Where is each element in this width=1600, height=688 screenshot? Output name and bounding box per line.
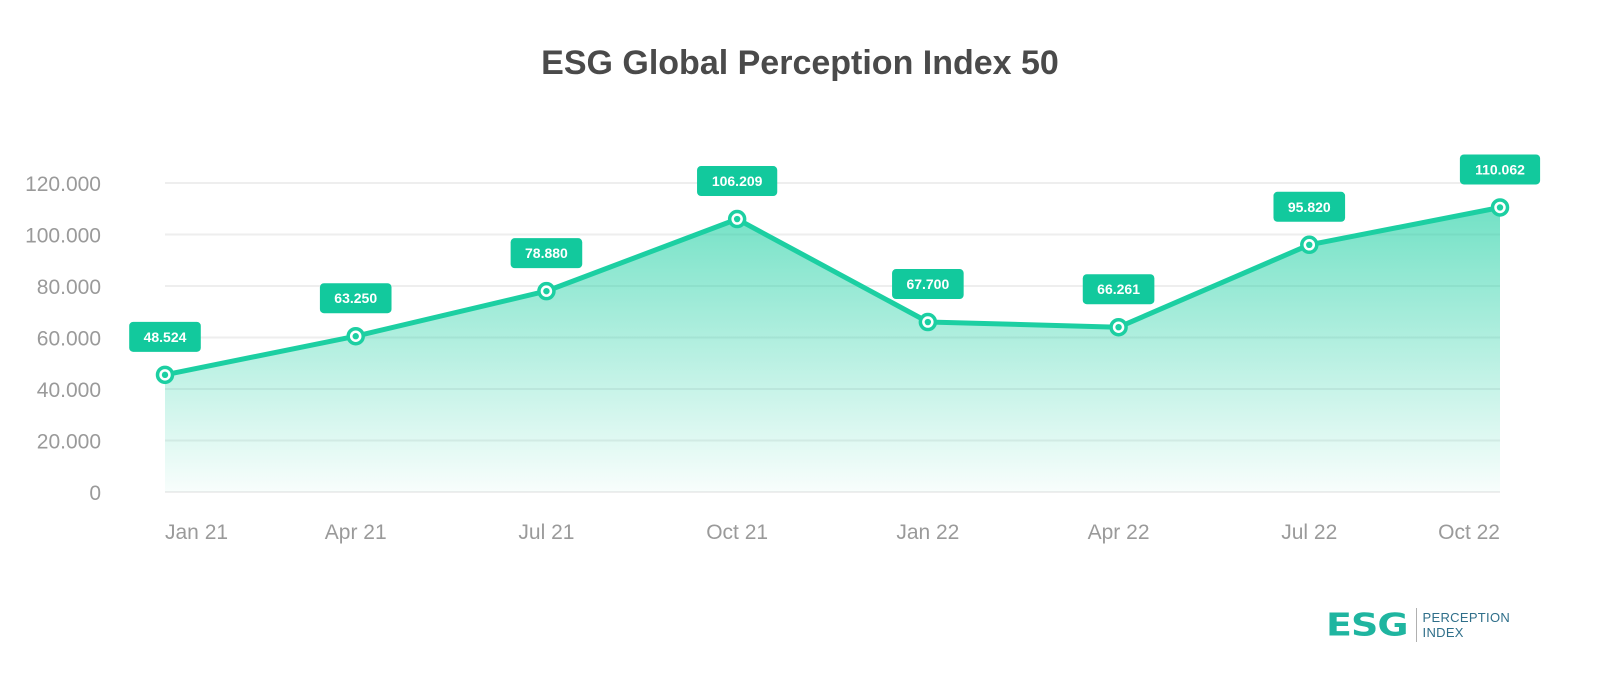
data-label-text: 66.261	[1097, 281, 1140, 297]
data-label: 67.700	[892, 269, 964, 300]
x-tick-label: Jul 22	[1281, 521, 1337, 544]
data-point	[543, 287, 550, 295]
x-tick-label: Oct 21	[706, 521, 768, 544]
data-label-box	[1273, 191, 1346, 222]
x-tick-label: Oct 22	[1438, 521, 1500, 544]
x-tick-label: Apr 22	[1088, 521, 1150, 544]
logo-word-index: INDEX	[1422, 625, 1464, 640]
data-label-text: 106.209	[712, 173, 763, 189]
area-fill	[165, 207, 1500, 492]
logo-mark: ESG	[1326, 606, 1409, 644]
data-label: 78.880	[510, 238, 583, 269]
y-tick-label: 0	[89, 482, 101, 505]
series-line	[162, 205, 1503, 378]
y-axis-ticks: 0 20.000 40.000 60.000 80.000 100.000 120.000	[25, 173, 101, 505]
data-point	[924, 318, 932, 326]
data-label-text: 95.820	[1288, 199, 1331, 215]
data-label: 95.820	[1273, 191, 1346, 222]
data-point	[352, 333, 359, 340]
data-label-box	[697, 166, 778, 197]
data-label-text: 48.524	[144, 329, 187, 345]
y-tick-label: 100.000	[25, 225, 101, 248]
data-label-box	[1082, 274, 1155, 305]
y-tick-label: 80.000	[37, 276, 101, 299]
data-labels: 48.524 63.250 78.880 106.209 67.700 66.261 95.…	[129, 154, 1541, 352]
data-point	[1306, 241, 1313, 248]
data-point	[161, 371, 169, 379]
y-tick-label: 40.000	[37, 379, 101, 402]
data-label-box	[129, 321, 201, 352]
logo-words: PERCEPTION INDEX	[1423, 610, 1511, 640]
area-chart: 020.00040.00060.00080.000100.000120.000 …	[25, 154, 1541, 544]
data-label-box	[510, 238, 583, 269]
data-label: 110.062	[1459, 154, 1541, 185]
logo-divider	[1415, 608, 1417, 642]
data-point	[1496, 204, 1504, 211]
data-points	[155, 198, 1510, 385]
logo-word-perception: PERCEPTION	[1422, 610, 1511, 625]
data-label: 63.250	[319, 283, 392, 314]
data-label-box	[319, 283, 392, 314]
data-label-box	[892, 269, 964, 300]
x-tick-label: Jan 21	[165, 521, 228, 544]
x-tick-label: Apr 21	[325, 521, 387, 544]
data-label-text: 110.062	[1475, 161, 1525, 177]
chart-title: ESG Global Perception Index 50	[541, 44, 1059, 82]
data-label-text: 67.700	[906, 276, 949, 292]
data-label: 48.524	[129, 321, 201, 352]
x-tick-label: Jul 21	[518, 521, 574, 544]
data-label-text: 63.250	[334, 290, 377, 306]
brand-logo: ESG PERCEPTION INDEX	[1326, 606, 1510, 644]
y-tick-label: 20.000	[37, 431, 101, 454]
x-axis-ticks: Jan 21 Apr 21 Jul 21 Oct 21 Jan 22 Apr 22 Jul …	[165, 521, 1500, 544]
y-tick-label: 120.000	[25, 173, 101, 196]
y-tick-label: 60.000	[37, 328, 101, 351]
data-label: 66.261	[1082, 274, 1155, 305]
data-label: 106.209	[697, 166, 778, 197]
data-label-text: 78.880	[525, 245, 568, 261]
data-point	[733, 215, 741, 223]
x-tick-label: Jan 22	[896, 521, 959, 544]
data-point	[1115, 324, 1122, 331]
data-label-box	[1459, 154, 1541, 185]
